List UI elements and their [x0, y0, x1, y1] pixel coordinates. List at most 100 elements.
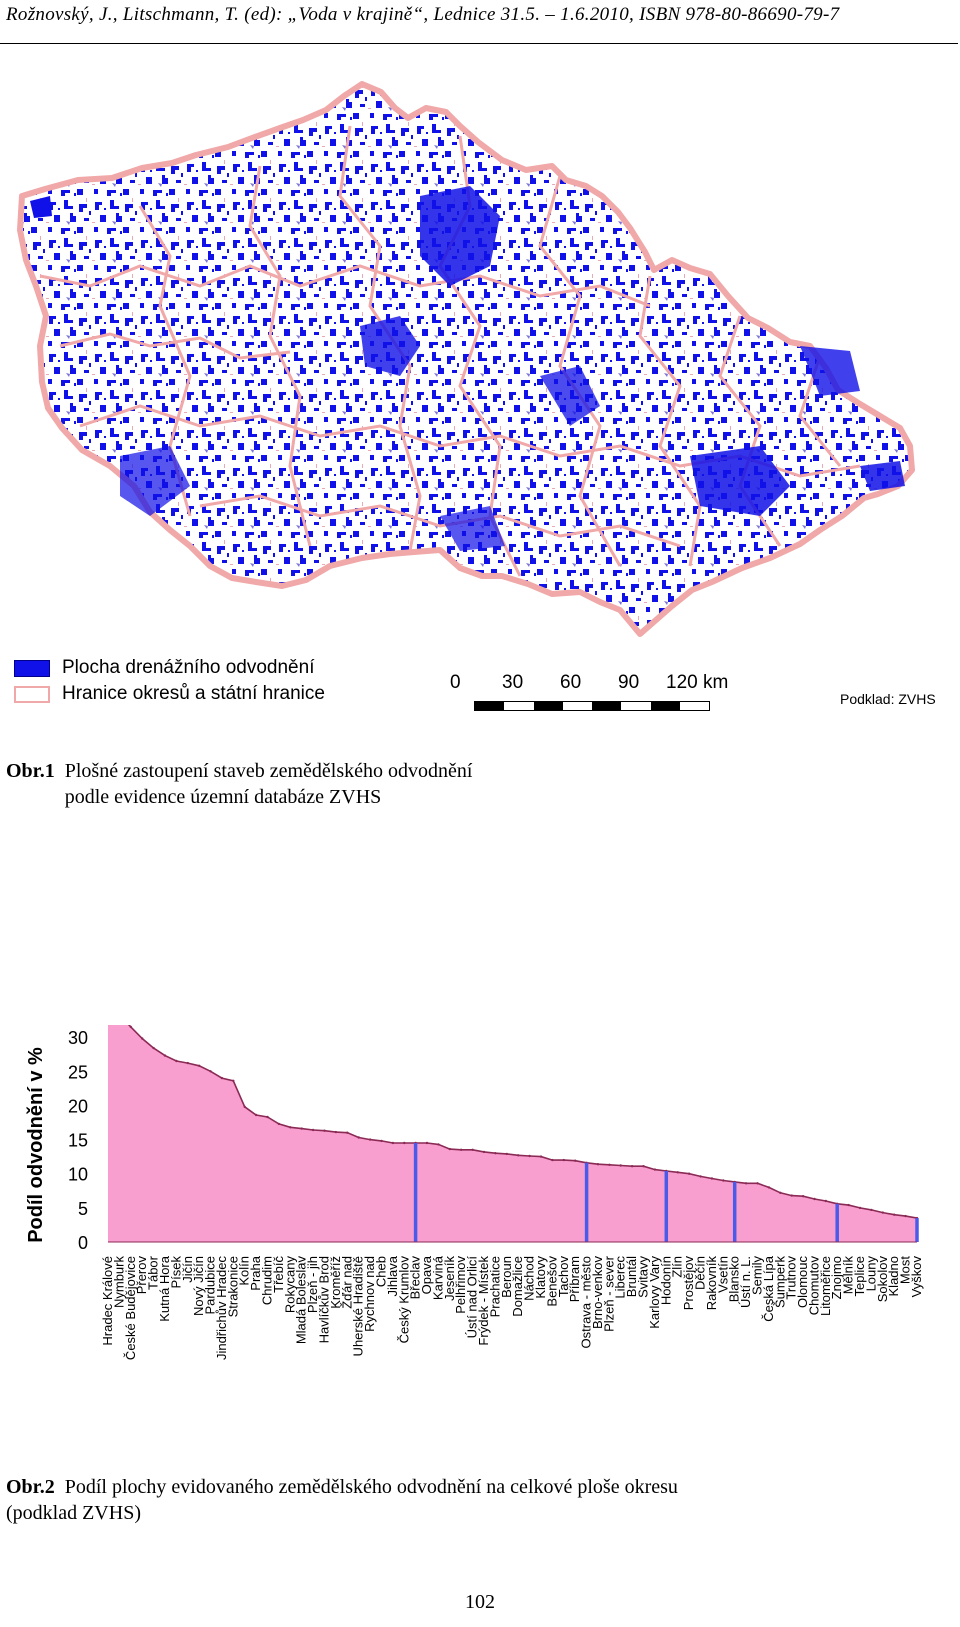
- x-tick-label: Jindřichův Hradec: [214, 1256, 229, 1361]
- scale-bar: [474, 701, 710, 711]
- data-point: [186, 1061, 189, 1065]
- data-point: [198, 1064, 201, 1067]
- x-tick-label: Jičín: [180, 1256, 195, 1283]
- republic-outline: [17, 81, 915, 637]
- data-point: [710, 1177, 714, 1180]
- x-tick-label: Třebíč: [271, 1256, 286, 1293]
- x-tick-label: Sokolov: [875, 1256, 890, 1303]
- data-point: [311, 1128, 315, 1132]
- data-point: [722, 1179, 725, 1182]
- x-tick-label: Louny: [863, 1256, 878, 1292]
- page-number: 102: [465, 1591, 495, 1613]
- x-tick-label: Tábor: [146, 1255, 161, 1290]
- y-tick-label: 10: [68, 1165, 88, 1185]
- x-tick-label: Mladá Boleslav: [294, 1256, 309, 1345]
- x-tick-label: Ústí nad Orlicí: [465, 1256, 480, 1339]
- x-tick-label: Český Krumlov: [396, 1256, 411, 1344]
- x-tick-label: Hradec Králové: [100, 1256, 115, 1346]
- data-point: [300, 1127, 303, 1130]
- data-point: [289, 1126, 292, 1129]
- data-point: [893, 1213, 896, 1216]
- data-point: [141, 1037, 144, 1040]
- x-tick-label: Domažlice: [510, 1256, 525, 1317]
- x-tick-label: Blansko: [727, 1256, 742, 1302]
- data-point: [699, 1175, 702, 1178]
- x-tick-label: Havlíčkův Brod: [317, 1256, 332, 1343]
- x-tick-label: Litoměřice: [818, 1256, 833, 1316]
- data-point: [904, 1214, 907, 1218]
- x-tick-label: Kladno: [886, 1256, 901, 1296]
- x-tick-label: Kutná Hora: [157, 1255, 172, 1322]
- y-tick-label: 20: [68, 1096, 88, 1116]
- data-point: [813, 1197, 816, 1201]
- x-tick-label: Most: [898, 1256, 913, 1285]
- x-tick-label: Benešov: [544, 1256, 559, 1307]
- data-point: [562, 1158, 565, 1162]
- y-tick-label: 5: [78, 1199, 88, 1219]
- data-point: [209, 1070, 212, 1073]
- figure1-caption-line1: Plošné zastoupení staveb zemědělského od…: [64, 760, 473, 782]
- x-tick-label: Pardubice: [203, 1256, 218, 1315]
- data-point: [858, 1206, 862, 1210]
- legend-drainage-label: Plocha drenážního odvodnění: [62, 657, 315, 678]
- scale-label: 120 km: [666, 672, 729, 693]
- x-tick-label: Semily: [750, 1256, 765, 1296]
- figure1-caption: Obr.1 Plošné zastoupení staveb zemědělské…: [6, 758, 472, 810]
- data-point: [220, 1076, 224, 1080]
- data-point: [630, 1165, 634, 1168]
- series-line: [127, 1025, 918, 1219]
- data-point: [505, 1152, 508, 1156]
- x-tick-label: Ostrava - město: [579, 1256, 594, 1348]
- x-tick-label: Klatovy: [533, 1256, 548, 1299]
- x-tick-label: Jeseník: [442, 1256, 457, 1301]
- x-tick-label: Frýdek - Místek: [476, 1256, 491, 1346]
- data-point: [152, 1046, 155, 1050]
- y-tick-label: 30: [68, 1028, 88, 1048]
- y-tick-label: 15: [68, 1131, 88, 1151]
- data-point: [551, 1158, 554, 1162]
- x-tick-label: Cheb: [374, 1256, 389, 1287]
- x-tick-label: Nový Jičín: [191, 1256, 206, 1316]
- x-tick-label: Trutnov: [784, 1256, 799, 1300]
- figure2-caption: Obr.2 Podíl plochy evidovaného zemědělské…: [6, 1474, 678, 1526]
- x-tick-label: Šumperk: [772, 1256, 787, 1309]
- y-tick-label: 0: [78, 1233, 88, 1253]
- x-tick-label: Opava: [419, 1255, 434, 1294]
- x-tick-label: Mělník: [841, 1256, 856, 1295]
- x-tick-label: Žďár nad: [339, 1256, 354, 1309]
- x-tick-label: Plzeň - sever: [601, 1255, 616, 1332]
- x-tick-label: České Budějovice: [123, 1256, 138, 1360]
- district-drainage-chart: Podíl odvodnění v % 05101520253035 Hrade…: [25, 1025, 924, 1361]
- data-point: [539, 1155, 543, 1158]
- district-borders: [39, 125, 861, 577]
- data-point: [596, 1163, 600, 1166]
- dense-drainage-areas: [30, 186, 905, 551]
- x-tick-label: Plzeň - jih: [305, 1256, 320, 1313]
- drainage-swatch: [14, 659, 50, 677]
- border-swatch: [14, 685, 50, 703]
- x-tick-label: Prachatice: [487, 1256, 502, 1317]
- x-tick-label: Česká Lípa: [761, 1255, 776, 1322]
- y-tick-label: 25: [68, 1062, 88, 1082]
- data-point: [870, 1208, 873, 1212]
- data-point: [482, 1150, 486, 1154]
- x-tick-label: Zlín: [670, 1256, 685, 1278]
- x-tick-label: Liberec: [613, 1256, 628, 1299]
- data-point: [608, 1163, 611, 1166]
- legend-drainage: Plocha drenážního odvodnění: [14, 655, 325, 681]
- data-point: [471, 1148, 474, 1151]
- x-tick-label: Uherské Hradiště: [351, 1256, 366, 1356]
- data-point: [391, 1141, 395, 1145]
- data-point: [323, 1129, 326, 1132]
- data-point: [334, 1130, 338, 1134]
- x-tick-label: Přerov: [134, 1256, 149, 1295]
- x-tick-label: Karlovy Vary: [647, 1256, 662, 1329]
- map-legend: Plocha drenážního odvodnění Hranice okre…: [14, 655, 325, 707]
- data-point: [494, 1152, 497, 1155]
- y-axis-label: Podíl odvodnění v %: [25, 1047, 47, 1243]
- x-tick-label: Hodonín: [658, 1256, 673, 1305]
- scale-label: 30: [502, 672, 524, 693]
- figure1-caption-line2: podle evidence územní databáze ZVHS: [64, 786, 382, 808]
- data-point: [756, 1182, 759, 1185]
- x-tick-label: Břeclav: [408, 1256, 423, 1300]
